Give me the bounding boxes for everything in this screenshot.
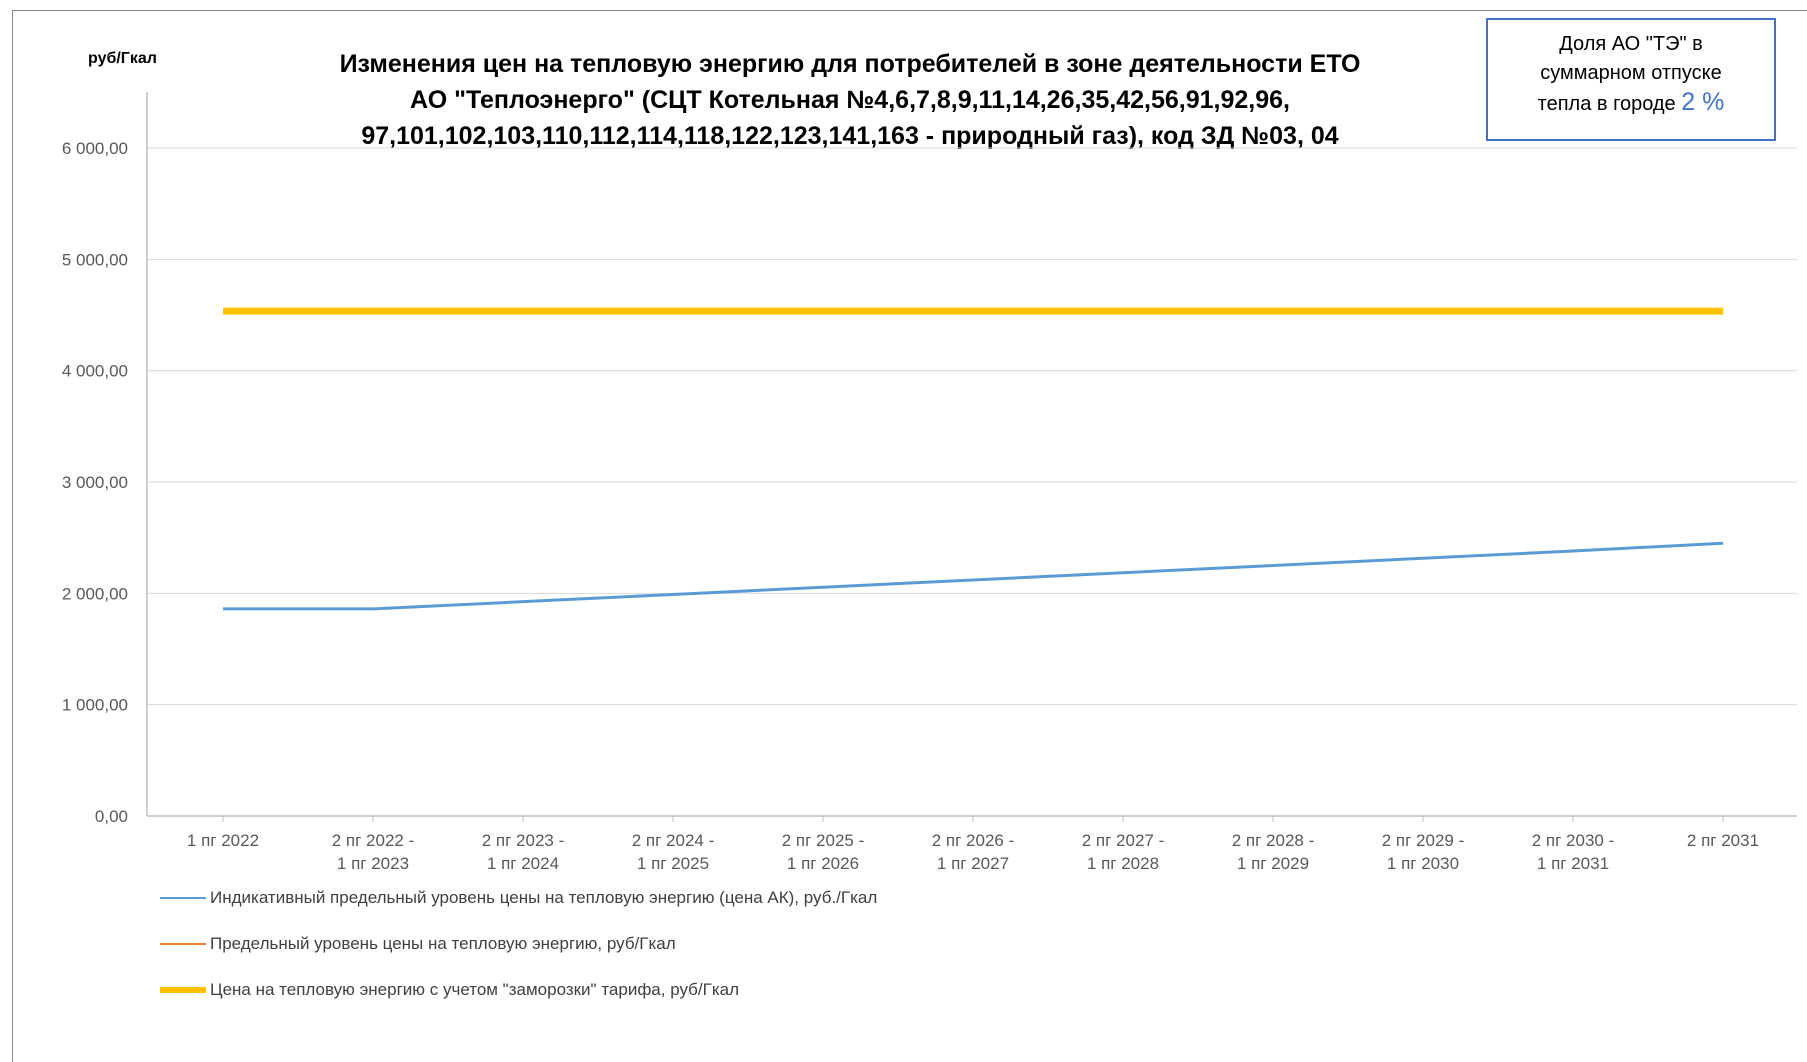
share-percent-value: 2 % — [1681, 88, 1725, 116]
chart-title-line-1: Изменения цен на тепловую энергию для по… — [339, 50, 1361, 78]
legend-label-frozen: Цена на тепловую энергию с учетом "замор… — [210, 980, 740, 999]
x-tick-label-line: 1 пг 2031 — [1537, 854, 1609, 873]
x-tick-label: 1 пг 2022 — [187, 831, 259, 850]
y-tick-label: 3 000,00 — [62, 473, 128, 492]
x-tick-label: 2 пг 2028 - 1 пг 2029 — [1232, 831, 1315, 873]
legend-item-frozen: Цена на тепловую энергию с учетом "замор… — [160, 980, 739, 1000]
x-tick-label-line: 1 пг 2025 — [637, 854, 709, 873]
y-tick-label: 6 000,00 — [62, 139, 128, 158]
x-tick-label: 2 пг 2027 - 1 пг 2028 — [1082, 831, 1165, 873]
x-tick-label-line: 2 пг 2030 - — [1532, 831, 1615, 850]
x-tick-label-line: 2 пг 2025 - — [782, 831, 865, 850]
x-tick-label-line: 2 пг 2031 — [1687, 831, 1759, 850]
x-tick-label-line: 2 пг 2022 - — [332, 831, 415, 850]
chart-frame — [12, 10, 1807, 1062]
legend-label-indicative: Индикативный предельный уровень цены на … — [210, 888, 878, 907]
legend-swatch-frozen — [160, 987, 206, 993]
x-tick-label-line: 1 пг 2022 — [187, 831, 259, 850]
y-tick-label: 0,00 — [95, 807, 128, 826]
share-box-line-1: Доля АО "ТЭ" в — [1559, 33, 1703, 55]
legend-item-indicative: Индикативный предельный уровень цены на … — [160, 888, 877, 908]
y-tick-label: 5 000,00 — [62, 250, 128, 269]
chart-title-line-3: 97,101,102,103,110,112,114,118,122,123,1… — [361, 122, 1339, 150]
x-tick-label-line: 2 пг 2028 - — [1232, 831, 1315, 850]
x-tick-label-line: 1 пг 2024 — [487, 854, 559, 873]
y-tick-label: 2 000,00 — [62, 584, 128, 603]
x-tick-label-line: 1 пг 2026 — [787, 854, 859, 873]
x-tick-label: 2 пг 2025 - 1 пг 2026 — [782, 831, 865, 873]
x-tick-label: 2 пг 2029 - 1 пг 2030 — [1382, 831, 1465, 873]
x-tick-label-line: 1 пг 2023 — [337, 854, 409, 873]
chart-title-line-2: АО "Теплоэнерго" (СЦТ Котельная №4,6,7,8… — [410, 86, 1290, 114]
x-tick-label-line: 2 пг 2026 - — [932, 831, 1015, 850]
y-axis-unit-label: руб/Гкал — [88, 50, 157, 67]
x-tick-label: 2 пг 2026 - 1 пг 2027 — [932, 831, 1015, 873]
y-tick-label: 1 000,00 — [62, 696, 128, 715]
legend-swatch-indicative — [160, 897, 206, 899]
x-tick-label-line: 1 пг 2030 — [1387, 854, 1459, 873]
x-tick-label-line: 2 пг 2024 - — [632, 831, 715, 850]
x-tick-label: 2 пг 2024 - 1 пг 2025 — [632, 831, 715, 873]
legend-label-limit: Предельный уровень цены на тепловую энер… — [210, 934, 676, 953]
x-tick-label-line: 2 пг 2023 - — [482, 831, 565, 850]
x-tick-label-line: 1 пг 2029 — [1237, 854, 1309, 873]
legend-item-limit: Предельный уровень цены на тепловую энер… — [160, 934, 676, 954]
share-info-box: Доля АО "ТЭ" в суммарном отпуске тепла в… — [1486, 18, 1776, 141]
x-tick-label: 2 пг 2031 — [1687, 831, 1759, 850]
x-tick-label-line: 1 пг 2027 — [937, 854, 1009, 873]
y-tick-label: 4 000,00 — [62, 362, 128, 381]
chart-title: Изменения цен на тепловую энергию для по… — [260, 46, 1440, 154]
x-tick-label-line: 1 пг 2028 — [1087, 854, 1159, 873]
series-line-indicative — [223, 541, 1724, 611]
share-box-line-3: тепла в городе 2 % — [1488, 88, 1774, 119]
legend-swatch-limit — [160, 943, 206, 945]
x-tick-label: 2 пг 2022 - 1 пг 2023 — [332, 831, 415, 873]
share-box-line-3-text: тепла в городе — [1537, 93, 1682, 115]
x-tick-label-line: 2 пг 2029 - — [1382, 831, 1465, 850]
x-tick-label: 2 пг 2023 - 1 пг 2024 — [482, 831, 565, 873]
x-tick-label: 2 пг 2030 - 1 пг 2031 — [1532, 831, 1615, 873]
share-box-line-2: суммарном отпуске — [1540, 62, 1722, 84]
x-tick-label-line: 2 пг 2027 - — [1082, 831, 1165, 850]
